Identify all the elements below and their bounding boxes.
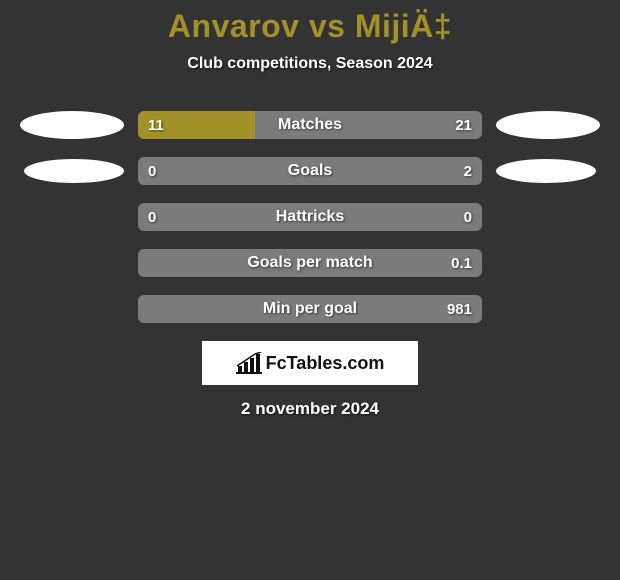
- logo-text: FcTables.com: [266, 353, 385, 374]
- bar-chart-icon: [236, 352, 262, 374]
- stat-bar: Matches1121: [138, 111, 482, 139]
- player-left-placeholder: [24, 159, 124, 183]
- bar-right-fill: [255, 111, 482, 139]
- source-logo[interactable]: FcTables.com: [202, 341, 418, 385]
- stat-row: Matches1121: [0, 111, 620, 139]
- subtitle: Club competitions, Season 2024: [0, 55, 620, 73]
- stat-row: Goals per match0.1: [0, 249, 620, 277]
- page-title: Anvarov vs MijiÄ‡: [0, 8, 620, 45]
- bar-right-fill: [138, 157, 482, 185]
- stat-bar: Hattricks00: [138, 203, 482, 231]
- snapshot-date: 2 november 2024: [0, 399, 620, 419]
- player-right-placeholder: [496, 111, 600, 139]
- bar-right-fill: [138, 295, 482, 323]
- stat-bar: Min per goal981: [138, 295, 482, 323]
- stat-bar: Goals02: [138, 157, 482, 185]
- bar-right-fill: [138, 203, 482, 231]
- comparison-infographic: Anvarov vs MijiÄ‡ Club competitions, Sea…: [0, 0, 620, 419]
- stat-row: Min per goal981: [0, 295, 620, 323]
- stat-rows: Matches1121 Goals02 Hattricks00 Goals per m…: [0, 111, 620, 323]
- player-left-placeholder: [20, 111, 124, 139]
- stat-row: Hattricks00: [0, 203, 620, 231]
- stat-bar: Goals per match0.1: [138, 249, 482, 277]
- player-right-placeholder: [496, 159, 596, 183]
- bar-right-fill: [138, 249, 482, 277]
- stat-row: Goals02: [0, 157, 620, 185]
- bar-left-fill: [138, 111, 255, 139]
